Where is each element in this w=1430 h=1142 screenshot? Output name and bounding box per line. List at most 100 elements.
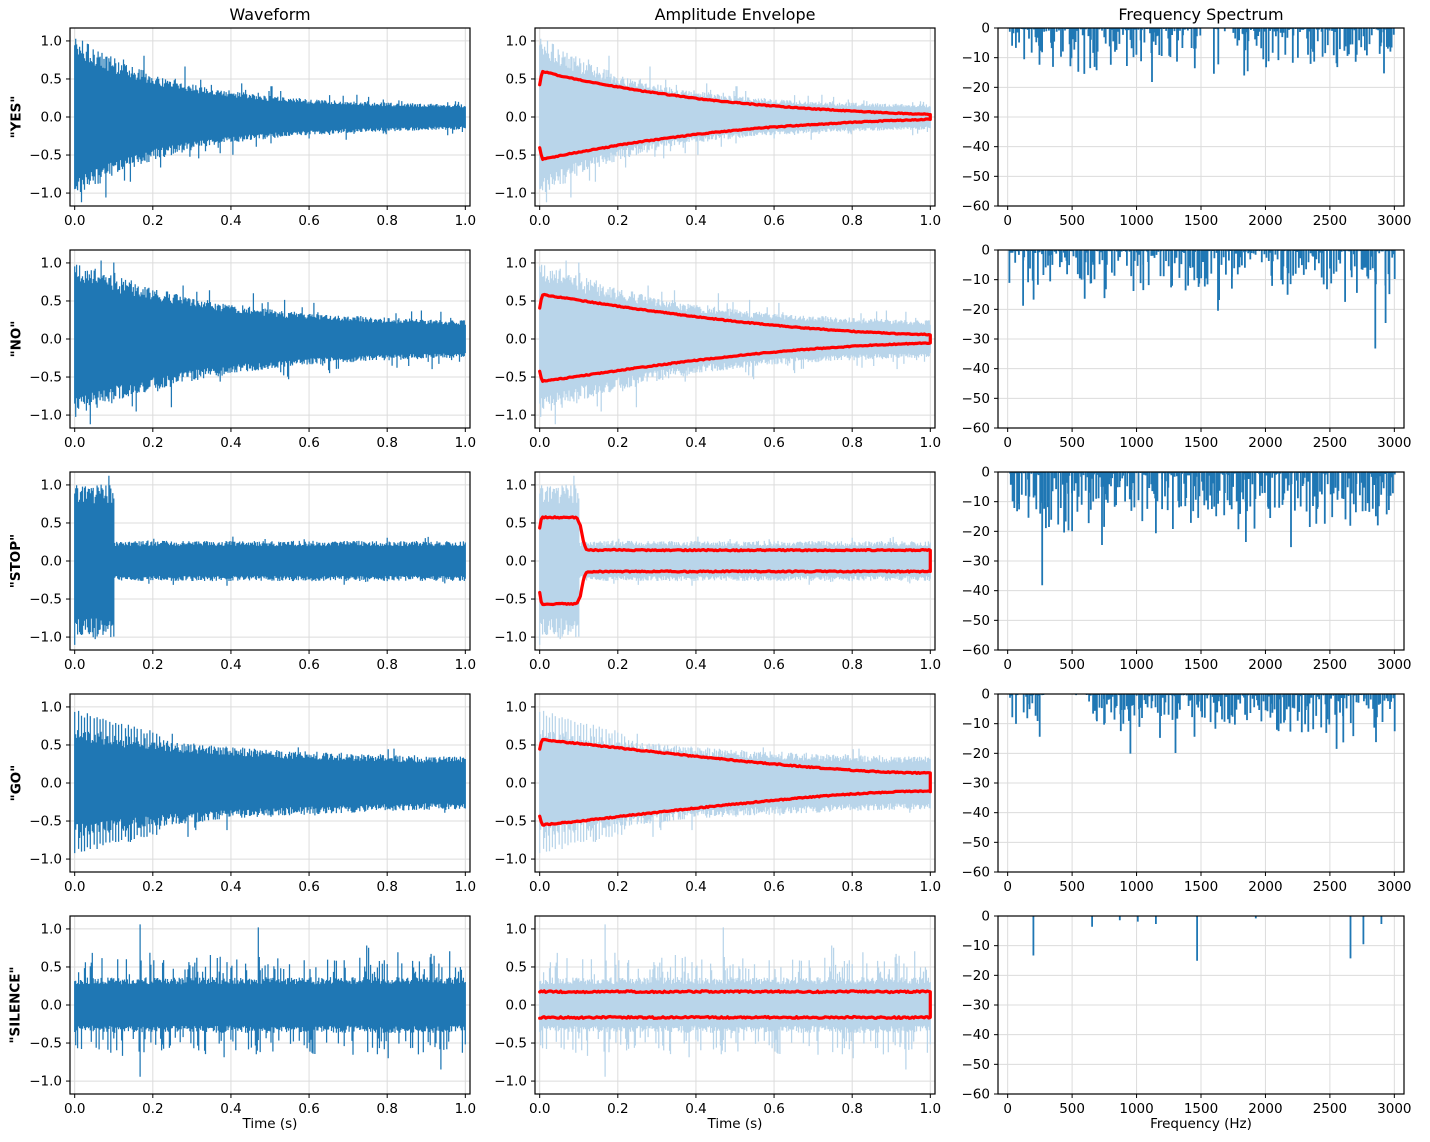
- svg-text:−30: −30: [962, 776, 991, 792]
- svg-text:0: 0: [981, 21, 990, 37]
- svg-text:−30: −30: [962, 332, 991, 348]
- svg-text:0.0: 0.0: [506, 776, 527, 792]
- svg-text:−1.0: −1.0: [494, 1074, 527, 1090]
- row-label-text: "NO": [8, 320, 24, 358]
- svg-text:0.8: 0.8: [376, 1101, 397, 1117]
- svg-text:0.4: 0.4: [685, 435, 706, 451]
- svg-text:−40: −40: [962, 361, 991, 377]
- svg-text:0: 0: [981, 465, 990, 481]
- tick-marks-and-labels: 0.0 0.2 0.4 0.6 0.8 1.0 1.0 0.5 0.0 −0.5 −1.0: [494, 699, 941, 895]
- row-label-text: "SILENCE": [8, 966, 25, 1044]
- svg-text:−50: −50: [962, 391, 991, 407]
- tick-marks-and-labels: 0.0 0.2 0.4 0.6 0.8 1.0 1.0 0.5 0.0 −0.5 −1.0: [494, 255, 941, 451]
- tick-marks-and-labels: 0.0 0.2 0.4 0.6 0.8 1.0 1.0 0.5 0.0 −0.5 −1.0: [494, 921, 941, 1117]
- tick-marks-and-labels: 0.0 0.2 0.4 0.6 0.8 1.0 1.0 0.5 0.0 −0.5 −1.0: [29, 33, 476, 229]
- plot-yes-waveform: 0.0 0.2 0.4 0.6 0.8 1.0 1.0 0.5 0.0 −0.5 −1.0: [0, 8, 482, 248]
- svg-text:0: 0: [1003, 879, 1012, 895]
- svg-text:−30: −30: [962, 554, 991, 570]
- row-label-text: "YES": [8, 95, 25, 139]
- svg-text:1000: 1000: [1119, 213, 1153, 229]
- grid-lines: [535, 250, 935, 428]
- svg-text:−1.0: −1.0: [29, 408, 62, 424]
- plot-silence-envelope: 0.0 0.2 0.4 0.6 0.8 1.0 1.0 0.5 0.0 −0.5 −1.0: [465, 896, 947, 1136]
- grid-lines: [70, 250, 470, 428]
- tick-marks-and-labels: 0.0 0.2 0.4 0.6 0.8 1.0 1.0 0.5 0.0 −0.5 −1.0: [29, 699, 476, 895]
- svg-text:0.6: 0.6: [298, 213, 319, 229]
- svg-text:1500: 1500: [1184, 879, 1218, 895]
- svg-text:0: 0: [981, 687, 990, 703]
- svg-text:0.8: 0.8: [841, 435, 862, 451]
- svg-text:0.5: 0.5: [41, 71, 62, 87]
- tick-marks-and-labels: 0.0 0.2 0.4 0.6 0.8 1.0 1.0 0.5 0.0 −0.5 −1.0: [29, 921, 476, 1117]
- tick-marks-and-labels: 0 500 1000 1500 2000 2500 3000 0 −10 −20 −30 −40 −50…: [962, 465, 1412, 674]
- axes-spines: [534, 693, 936, 873]
- grid-lines: [998, 693, 1404, 873]
- svg-text:0.6: 0.6: [763, 1101, 784, 1117]
- svg-text:0.6: 0.6: [298, 435, 319, 451]
- plot-stop-envelope: 0.0 0.2 0.4 0.6 0.8 1.0 1.0 0.5 0.0 −0.5 −1.0: [465, 452, 947, 692]
- svg-text:2000: 2000: [1248, 1101, 1282, 1117]
- svg-text:−0.5: −0.5: [29, 370, 62, 386]
- axes-spines: [997, 915, 1405, 1095]
- svg-text:2500: 2500: [1313, 213, 1347, 229]
- svg-text:0: 0: [1003, 435, 1012, 451]
- svg-text:0.4: 0.4: [220, 435, 241, 451]
- svg-text:3000: 3000: [1377, 879, 1411, 895]
- axes-spines: [997, 249, 1405, 429]
- x-axis-label-time-envelope: Time (s): [707, 1116, 763, 1132]
- svg-text:0.5: 0.5: [506, 737, 527, 753]
- svg-text:0.6: 0.6: [763, 879, 784, 895]
- svg-text:0.0: 0.0: [506, 332, 527, 348]
- svg-text:−20: −20: [962, 524, 991, 540]
- svg-text:0.8: 0.8: [841, 879, 862, 895]
- envelope-bounds-path: [538, 69, 932, 161]
- svg-text:−60: −60: [962, 865, 991, 881]
- waveform-path: [74, 260, 466, 425]
- svg-text:1.0: 1.0: [455, 213, 476, 229]
- tick-marks-and-labels: 0.0 0.2 0.4 0.6 0.8 1.0 1.0 0.5 0.0 −0.5 −1.0: [494, 477, 941, 673]
- svg-text:0.0: 0.0: [64, 657, 85, 673]
- grid-lines: [535, 916, 935, 1094]
- waveform-path: [74, 924, 466, 1077]
- axes-spines: [69, 249, 471, 429]
- row-label-no: "NO": [0, 250, 32, 428]
- svg-text:1500: 1500: [1184, 657, 1218, 673]
- waveform-path: [539, 924, 931, 1077]
- svg-text:1.0: 1.0: [506, 477, 527, 493]
- plot-no-envelope: 0.0 0.2 0.4 0.6 0.8 1.0 1.0 0.5 0.0 −0.5 −1.0: [465, 230, 947, 470]
- svg-text:1.0: 1.0: [506, 921, 527, 937]
- svg-text:0.6: 0.6: [298, 879, 319, 895]
- svg-text:0.2: 0.2: [607, 657, 628, 673]
- svg-text:0.6: 0.6: [298, 1101, 319, 1117]
- svg-text:3000: 3000: [1377, 213, 1411, 229]
- svg-text:−20: −20: [962, 746, 991, 762]
- svg-text:−40: −40: [962, 139, 991, 155]
- svg-text:0.2: 0.2: [142, 657, 163, 673]
- svg-text:1.0: 1.0: [920, 879, 941, 895]
- svg-text:0.5: 0.5: [506, 515, 527, 531]
- svg-text:500: 500: [1059, 213, 1085, 229]
- svg-text:−50: −50: [962, 613, 991, 629]
- svg-text:−10: −10: [962, 494, 991, 510]
- svg-text:0.0: 0.0: [64, 213, 85, 229]
- plot-stop-spectrum: 0 500 1000 1500 2000 2500 3000 0 −10 −20 −30 −40 −50…: [928, 452, 1416, 692]
- svg-text:0: 0: [981, 243, 990, 259]
- column-title-waveform: Waveform: [229, 5, 311, 24]
- grid-lines: [998, 249, 1404, 429]
- spectrum-stems: [1032, 916, 1383, 961]
- svg-text:−30: −30: [962, 998, 991, 1014]
- svg-text:−1.0: −1.0: [29, 852, 62, 868]
- svg-text:−0.5: −0.5: [494, 1036, 527, 1052]
- plot-go-spectrum: 0 500 1000 1500 2000 2500 3000 0 −10 −20 −30 −40 −50…: [928, 674, 1416, 914]
- svg-text:−20: −20: [962, 80, 991, 96]
- svg-text:1.0: 1.0: [920, 213, 941, 229]
- svg-text:0.0: 0.0: [41, 998, 62, 1014]
- plot-stop-waveform: 0.0 0.2 0.4 0.6 0.8 1.0 1.0 0.5 0.0 −0.5 −1.0: [0, 452, 482, 692]
- axes-spines: [997, 27, 1405, 207]
- svg-text:−1.0: −1.0: [494, 852, 527, 868]
- svg-text:−1.0: −1.0: [29, 630, 62, 646]
- svg-text:0.0: 0.0: [41, 554, 62, 570]
- svg-text:1.0: 1.0: [506, 699, 527, 715]
- row-label-stop: "STOP": [0, 472, 32, 650]
- svg-text:0.2: 0.2: [142, 435, 163, 451]
